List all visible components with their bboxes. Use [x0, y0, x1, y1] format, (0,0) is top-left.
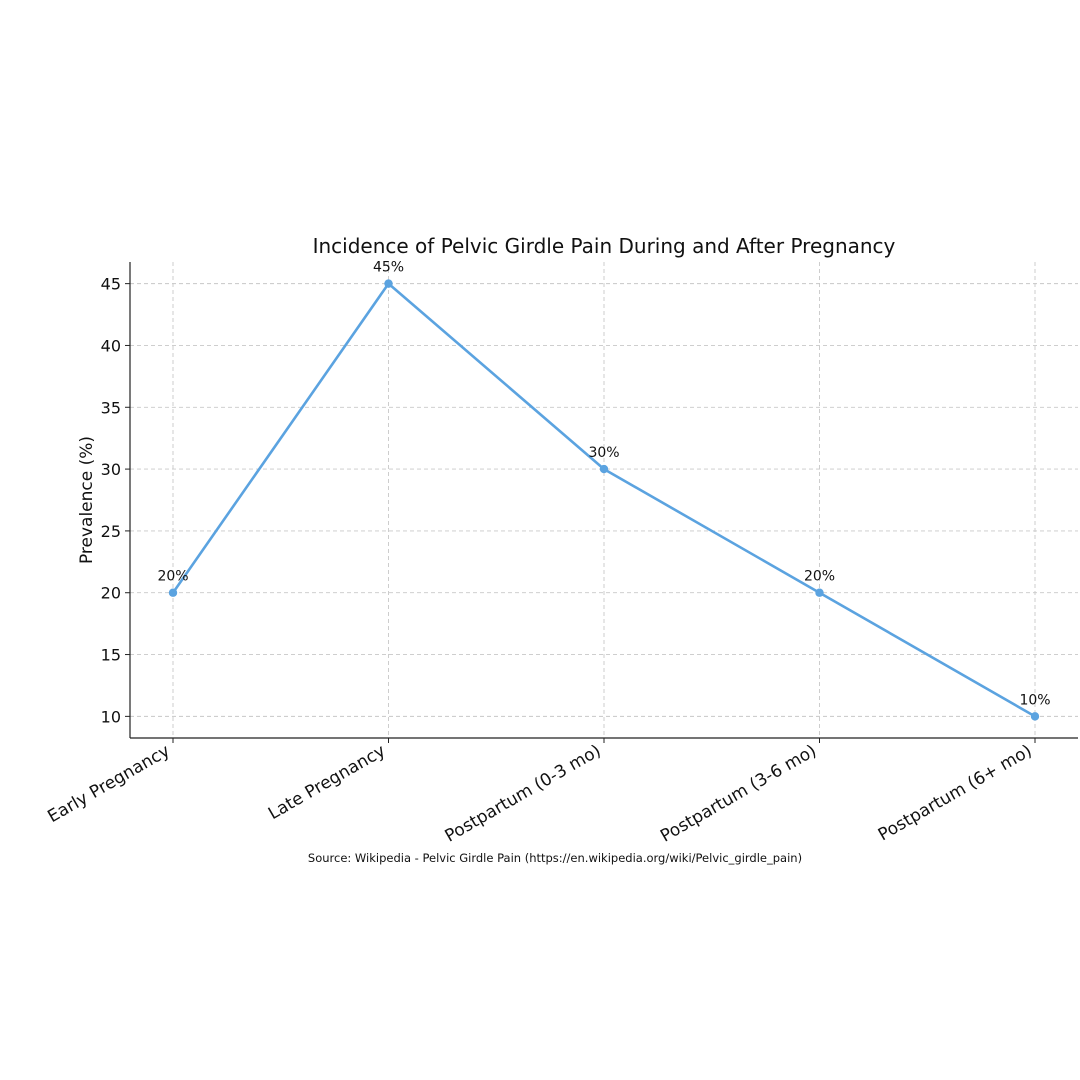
x-ticks: Early Pregnancy Late Pregnancy Postpartum … [44, 738, 1036, 847]
data-label: 45% [373, 260, 404, 276]
x-tick-label: Late Pregnancy [265, 741, 389, 824]
data-point [168, 588, 178, 597]
y-tick-label: 45 [101, 275, 121, 294]
grid-layer [130, 262, 1078, 738]
data-label: 20% [157, 569, 188, 585]
y-tick-label: 20 [101, 584, 121, 603]
y-ticks: 10 15 20 25 30 35 40 45 [101, 275, 130, 726]
data-point [1030, 712, 1040, 721]
y-tick-label: 35 [101, 398, 121, 417]
x-tick-label: Early Pregnancy [44, 741, 173, 827]
chart-title: Incidence of Pelvic Girdle Pain During a… [313, 234, 896, 258]
data-point [384, 279, 393, 288]
series-layer [168, 279, 1040, 721]
y-tick-label: 10 [101, 707, 121, 726]
y-axis-label: Prevalence (%) [77, 436, 97, 564]
y-tick-label: 40 [101, 336, 121, 355]
data-point [815, 588, 824, 597]
x-tick-label: Postpartum (3-6 mo) [657, 741, 820, 847]
x-tick-label: Postpartum (0-3 mo) [442, 741, 605, 847]
data-labels: 20% 45% 30% 20% 10% [157, 260, 1050, 709]
y-tick-label: 25 [101, 522, 121, 541]
y-tick-label: 15 [101, 646, 121, 665]
data-label: 10% [1019, 692, 1050, 708]
data-label: 20% [804, 569, 835, 585]
y-tick-label: 30 [101, 460, 121, 479]
source-note: Source: Wikipedia - Pelvic Girdle Pain (… [308, 851, 802, 865]
data-label: 30% [588, 445, 619, 461]
x-tick-label: Postpartum (6+ mo) [875, 741, 1036, 845]
data-point [599, 464, 609, 474]
